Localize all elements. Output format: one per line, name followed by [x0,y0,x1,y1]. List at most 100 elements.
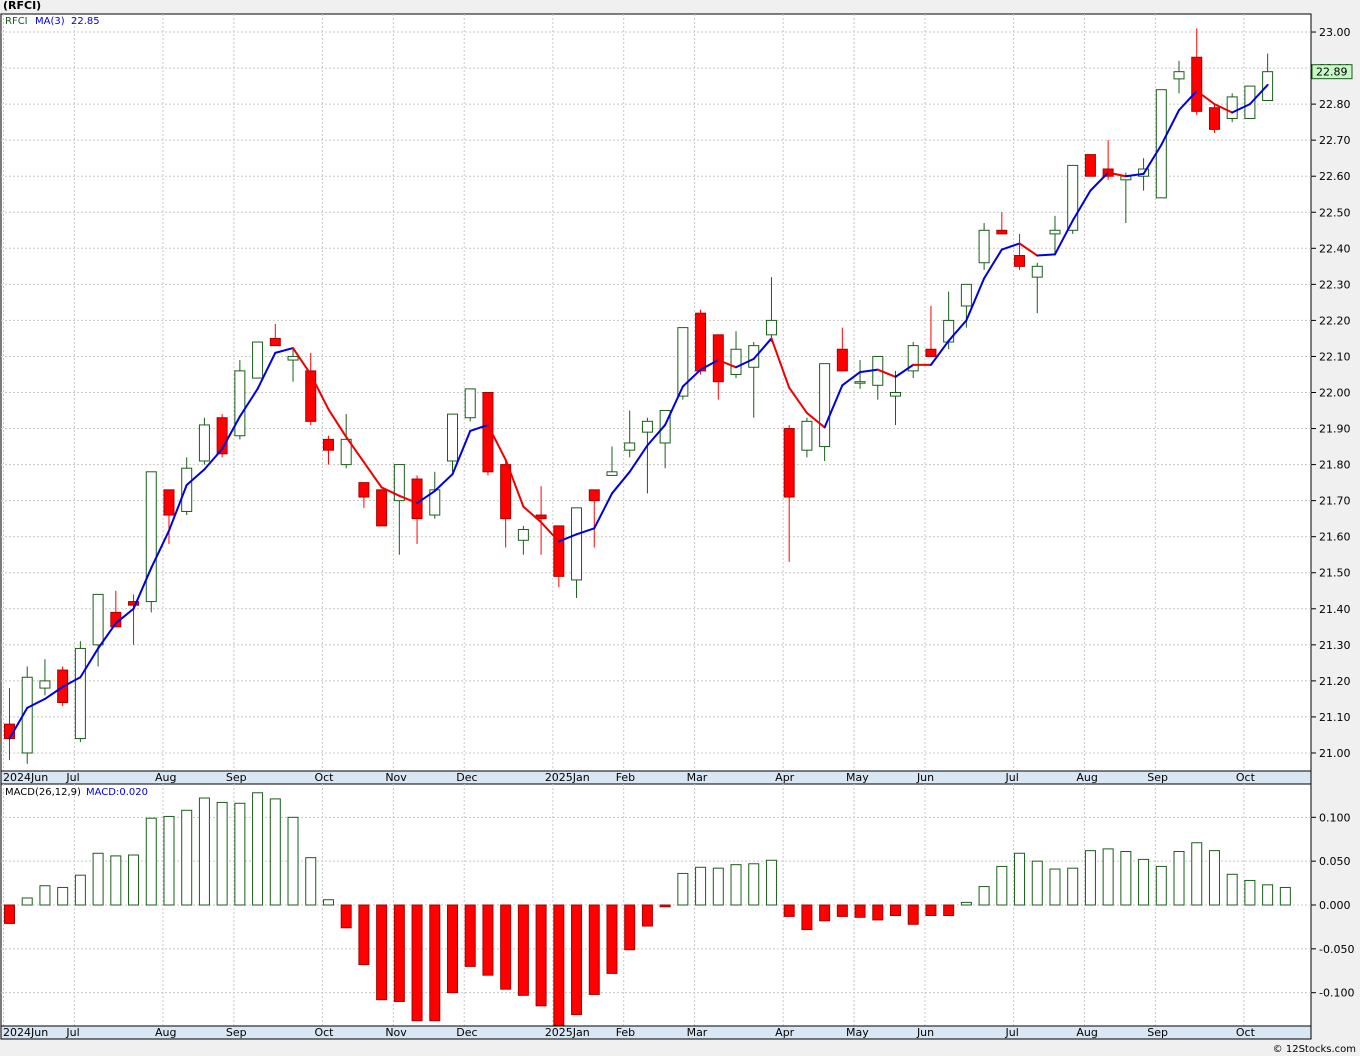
candle-body [358,482,370,498]
macd-positive-bar [1262,884,1274,906]
candle-body [252,341,264,379]
candle-body [641,420,653,433]
macd-negative-bar [571,904,583,1016]
down-candle [695,309,707,375]
candle-body [74,647,86,740]
macd-negative-bar [393,904,405,1002]
ma-segment [593,492,613,530]
macd-positive-bar [1049,868,1061,906]
macd-grid [1,784,1311,1026]
price-x-tick-label: 2025Jan [545,771,590,784]
ma-segment [1231,103,1251,114]
ma-segment [61,676,82,688]
macd-negative-bar [482,904,494,976]
price-y-tick-label: 22.80 [1319,98,1351,111]
candle-body [1244,85,1256,120]
down-candle [305,352,317,425]
down-candle [163,489,175,544]
macd-negative-bar [659,904,671,908]
macd-x-tick-label: Apr [775,1026,795,1039]
candle-body [376,489,388,527]
down-candle [712,334,724,400]
candle-body [92,593,104,646]
ma-segment [823,384,844,429]
ma-segment [345,435,365,464]
up-candle [1067,164,1079,234]
up-candle [74,641,86,743]
macd-negative-bar [588,904,600,995]
price-y-tick-label: 21.60 [1319,531,1351,544]
macd-positive-bar [765,859,777,906]
down-candle [1208,104,1220,133]
price-x-axis: 2024Jun Jul Aug Sep Oct Nov Dec 2025Jan Feb Mar Ap… [3,771,1256,784]
ma-segment [398,494,419,505]
macd-positive-bar [305,857,317,906]
price-y-tick-label: 22.00 [1319,387,1351,400]
down-candle [1191,28,1203,115]
macd-x-tick-label: Oct [314,1026,334,1039]
ma-segment [947,319,968,342]
ma-segment [26,697,46,709]
price-x-tick-label: May [846,771,869,784]
ma-segment [238,387,259,418]
candle-body [216,417,228,455]
up-candle [393,464,405,555]
up-candle [39,659,51,696]
ma-segment [788,386,808,414]
ma-segment [681,368,702,388]
macd-positive-bar [1084,850,1096,906]
candle-body [1173,71,1185,80]
candle-body [482,392,494,473]
macd-negative-bar [943,904,955,917]
price-y-tick-label: 22.70 [1319,134,1351,147]
macd-bars [4,792,1291,1026]
ma-segment [929,339,950,366]
macd-positive-bar [960,901,972,906]
candle-body [730,348,742,375]
down-candle [783,424,795,562]
macd-positive-bar [1014,852,1026,906]
macd-negative-bar [872,904,884,921]
ma-segment [540,521,560,543]
macd-negative-bar [447,904,458,994]
up-candle [907,342,919,379]
macd-positive-bar [128,854,140,906]
up-candle [641,417,653,494]
macd-positive-bar [695,866,707,906]
down-candle [836,327,848,372]
candle-body [819,363,831,448]
candle-body [163,489,175,516]
ma-segment [859,368,879,374]
candle-body [287,355,299,361]
price-panel-background [0,13,1312,772]
macd-positive-bar [1208,850,1220,906]
macd-y-tick-label: 0.050 [1319,855,1351,868]
price-x-tick-label: Jul [1005,771,1019,784]
candle-body [1067,164,1079,231]
legend-ma-label: MA(3) [35,16,65,27]
macd-negative-bar [925,904,937,917]
macd-positive-bar [1102,848,1114,906]
ma-segment [876,368,897,378]
down-candle [128,594,140,645]
price-x-tick-label: Oct [314,771,334,784]
ma-segment [983,248,1003,280]
macd-positive-bar [74,874,86,906]
candle-body [447,413,458,462]
candle-body [659,410,671,444]
ma-segment [1248,83,1269,106]
last-price-label: 22.89 [1316,66,1348,79]
price-y-tick-label: 22.40 [1319,242,1351,255]
macd-x-tick-label: 2025Jan [545,1026,590,1039]
macd-positive-bar [39,885,51,906]
candle-body [712,334,724,383]
macd-positive-bar [1279,886,1291,906]
ma-segment [292,347,312,376]
ma-segment [752,337,773,360]
candle-body [1226,96,1238,120]
macd-negative-bar [464,904,476,967]
price-x-tick-label: Aug [1076,771,1097,784]
macd-x-tick-label: Oct [1236,1026,1256,1039]
macd-positive-bar [322,899,334,906]
